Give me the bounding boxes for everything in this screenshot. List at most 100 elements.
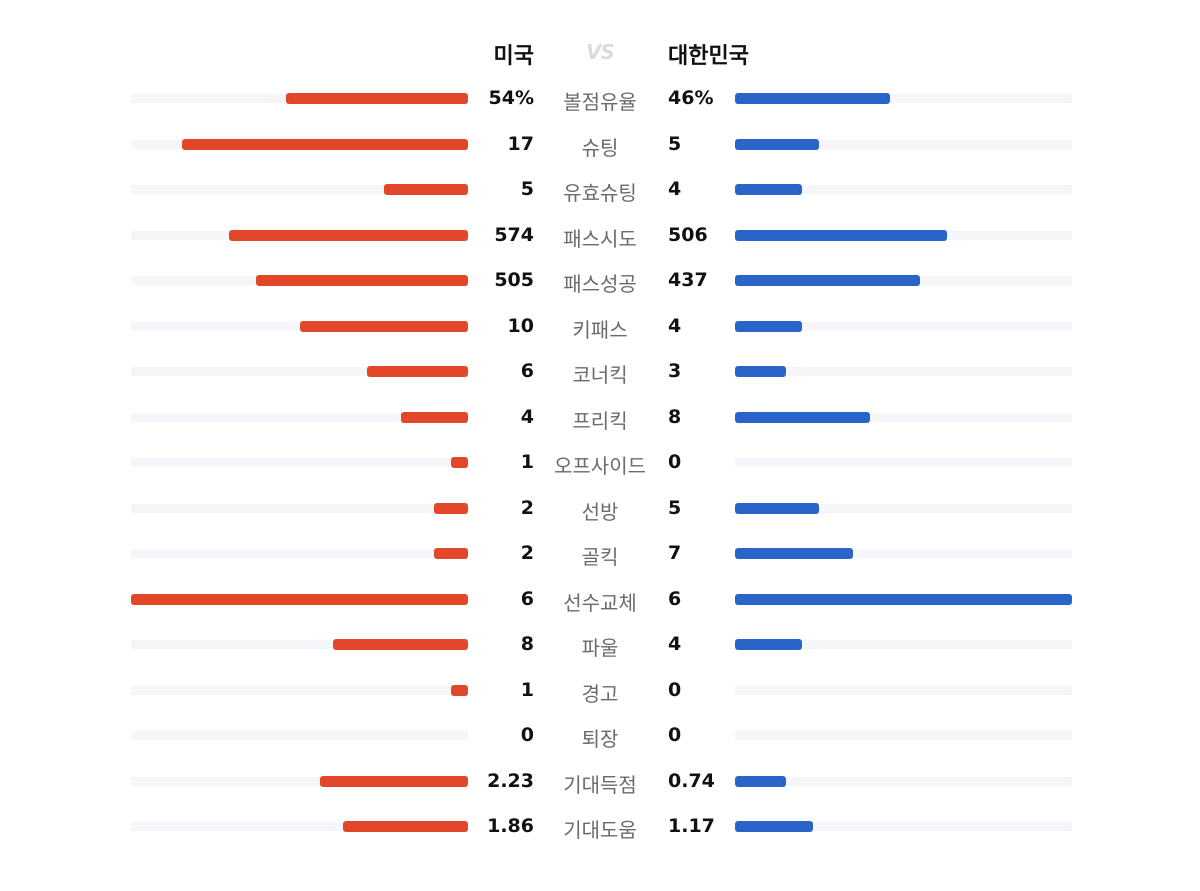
away-bar: [735, 775, 786, 787]
stat-row: 5 유효슈팅 4: [0, 167, 1200, 213]
home-bar: [333, 639, 468, 650]
match-header: 미국 VS 대한민국: [0, 38, 1200, 74]
home-bar-track: [131, 822, 468, 831]
away-value: 6: [668, 587, 682, 610]
away-bar-track: [735, 367, 1072, 376]
away-value: 4: [668, 178, 682, 200]
away-value: 437: [668, 269, 708, 291]
away-bar: [735, 229, 948, 241]
stat-row: 17 슈팅 5: [0, 122, 1200, 168]
home-value: 54%: [488, 87, 534, 109]
stat-row: 54% 볼점유율 46%: [0, 76, 1200, 122]
vs-label: VS: [586, 40, 615, 64]
stat-row: 8 파울 4: [0, 622, 1200, 668]
away-bar-track: [735, 458, 1072, 467]
stat-row: 4 프리킥 8: [0, 395, 1200, 441]
stat-row: 0 퇴장 0: [0, 713, 1200, 759]
stat-label: 유효슈팅: [563, 181, 637, 205]
away-value: 0: [668, 678, 682, 701]
home-value: 5: [520, 178, 534, 200]
away-bar-track: [735, 185, 1072, 194]
home-bar-track: [131, 549, 468, 558]
away-value: 0.74: [668, 769, 715, 792]
stat-label: 키패스: [572, 317, 628, 342]
stat-label: 골킥: [581, 545, 619, 569]
stat-label: 패스성공: [563, 272, 637, 296]
home-bar: [383, 184, 468, 195]
home-value: 6: [520, 587, 534, 610]
away-value: 8: [668, 405, 682, 428]
away-value: 5: [668, 496, 682, 519]
home-value: 1: [520, 678, 534, 701]
stat-row: 1.86 기대도움 1.17: [0, 804, 1200, 850]
away-value: 46%: [668, 87, 714, 109]
stat-row: 2 선방 5: [0, 486, 1200, 532]
away-value: 3: [668, 360, 682, 382]
home-team-name: 미국: [493, 44, 534, 69]
home-bar-track: [131, 503, 468, 513]
away-bar: [735, 639, 803, 650]
stat-label: 파울: [581, 636, 619, 660]
home-bar: [255, 275, 468, 286]
away-bar: [735, 320, 803, 332]
away-bar-track: [735, 776, 1072, 786]
stat-label: 오프사이드: [554, 454, 646, 478]
home-bar: [451, 684, 468, 696]
stat-row: 1 경고 0: [0, 668, 1200, 714]
stat-label: 볼점유율: [563, 90, 637, 114]
away-bar: [735, 411, 870, 423]
home-value: 2: [520, 542, 534, 564]
home-value: 0: [520, 724, 534, 746]
home-bar-track: [131, 412, 468, 422]
home-bar: [343, 821, 468, 832]
home-bar-track: [131, 185, 468, 194]
away-bar-track: [735, 321, 1072, 331]
home-bar-track: [131, 776, 468, 786]
stat-label: 퇴장: [581, 727, 619, 751]
home-value: 6: [520, 360, 534, 382]
home-value: 4: [520, 405, 534, 428]
stat-label: 기대득점: [563, 772, 637, 797]
home-value: 2: [520, 496, 534, 519]
home-bar: [286, 93, 468, 104]
home-bar-track: [131, 458, 468, 467]
away-bar: [735, 821, 813, 832]
stat-label: 기대도움: [563, 818, 637, 842]
home-value: 10: [507, 314, 534, 337]
stat-label: 프리킥: [572, 408, 628, 433]
home-bar: [451, 457, 468, 468]
stat-row: 6 선수교체 6: [0, 577, 1200, 623]
away-bar-track: [735, 822, 1072, 831]
away-value: 0: [668, 451, 682, 473]
home-bar-track: [131, 640, 468, 649]
home-bar: [400, 411, 468, 423]
stat-row: 10 키패스 4: [0, 304, 1200, 350]
stat-label: 패스시도: [563, 226, 637, 251]
away-value: 7: [668, 542, 682, 564]
away-bar-track: [735, 139, 1072, 149]
home-value: 1.86: [487, 815, 534, 837]
stat-label: 경고: [581, 681, 619, 706]
away-bar: [735, 275, 921, 286]
home-value: 17: [507, 132, 534, 155]
away-bar-track: [735, 94, 1072, 103]
stat-row: 2.23 기대득점 0.74: [0, 759, 1200, 805]
home-bar: [434, 548, 468, 559]
away-bar: [735, 593, 1072, 605]
home-value: 8: [520, 633, 534, 655]
stat-label: 선방: [581, 499, 619, 524]
home-bar: [228, 229, 468, 241]
stat-row: 505 패스성공 437: [0, 258, 1200, 304]
away-value: 4: [668, 633, 682, 655]
home-bar: [319, 775, 468, 787]
away-team-name: 대한민국: [668, 44, 749, 69]
stat-row: 1 오프사이드 0: [0, 440, 1200, 486]
away-bar: [735, 93, 891, 104]
stat-label: 코너킥: [572, 363, 628, 387]
home-bar: [131, 593, 468, 605]
home-bar-track: [131, 685, 468, 695]
away-value: 1.17: [668, 815, 715, 837]
away-value: 4: [668, 314, 682, 337]
away-bar: [735, 548, 853, 559]
stat-row: 574 패스시도 506: [0, 213, 1200, 259]
